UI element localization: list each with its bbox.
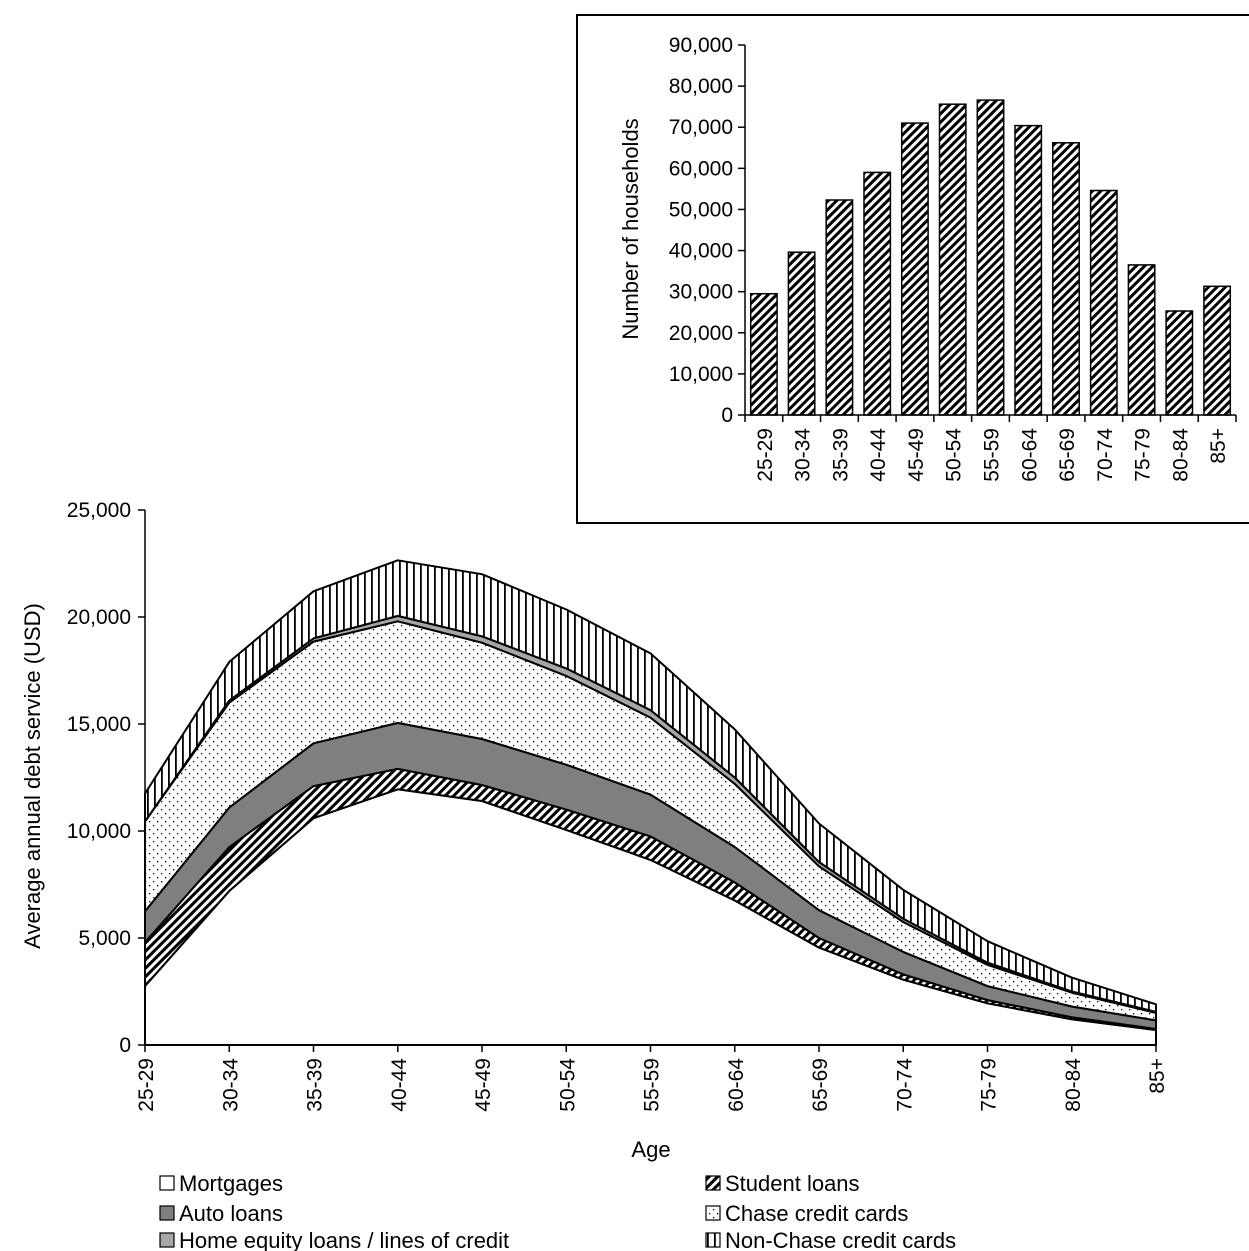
bar-x-tick-label: 45-49	[905, 428, 928, 482]
bar-x-tick-label: 65-69	[1056, 428, 1079, 482]
area-y-tick-label: 15,000	[67, 713, 131, 736]
bar-x-tick-label: 50-54	[943, 428, 966, 482]
bar-x-tick-label: 80-84	[1169, 428, 1192, 482]
legend-item-home-equity-loans-lines-of-credit: Home equity loans / lines of credit	[159, 1228, 509, 1251]
bar-55-59	[976, 99, 1005, 416]
legend-label: Auto loans	[179, 1201, 283, 1226]
legend-item-non-chase-credit-cards: Non-Chase credit cards	[705, 1228, 956, 1251]
bar-y-tick-label: 50,000	[669, 198, 733, 221]
area-x-tick-label: 65-69	[809, 1058, 832, 1112]
area-x-tick-label: 30-34	[219, 1058, 242, 1112]
area-y-tick-label: 10,000	[67, 820, 131, 843]
area-x-tick-label: 85+	[1146, 1058, 1169, 1094]
area-x-tick-label: 50-54	[556, 1058, 579, 1112]
area-x-tick-label: 45-49	[472, 1058, 495, 1112]
legend-item-student-loans: Student loans	[705, 1171, 860, 1196]
area-chart-series	[144, 559, 1157, 1046]
legend-label: Home equity loans / lines of credit	[179, 1228, 509, 1251]
bar-x-tick-label: 30-34	[792, 428, 815, 482]
area-x-tick-label: 80-84	[1062, 1058, 1085, 1112]
legend-label: Student loans	[725, 1171, 860, 1196]
area-x-tick-label: 70-74	[893, 1058, 916, 1112]
bar-50-54	[938, 103, 967, 416]
bar-x-tick-label: 60-64	[1018, 428, 1041, 482]
area-y-tick-label: 0	[119, 1034, 131, 1057]
bar-chart-axes: 25-29 30-34 35-39 40-44 45-49 50-54 55-59 60-64…	[744, 45, 1237, 482]
legend-swatch	[159, 1232, 175, 1248]
legend-item-auto-loans: Auto loans	[159, 1201, 283, 1226]
bar-x-tick-label: 55-59	[981, 428, 1004, 482]
area-x-tick-label: 25-29	[135, 1058, 158, 1112]
bar-45-49	[900, 122, 929, 416]
bar-x-tick-label: 40-44	[867, 428, 890, 482]
area-chart-y-ticks: 0 5,000 10,000 15,000 20,000 25,000	[67, 499, 145, 1057]
bar-40-44	[863, 171, 892, 416]
legend-item-chase-credit-cards: Chase credit cards	[705, 1201, 908, 1226]
bar-y-tick-label: 40,000	[669, 240, 733, 263]
bar-x-tick-label: 85+	[1207, 428, 1230, 464]
area-chart-y-axis-title: Average annual debt service (USD)	[20, 603, 45, 949]
area-chart-x-axis-title: Age	[631, 1137, 670, 1162]
bar-30-34	[787, 251, 816, 416]
legend-item-mortgages: Mortgages	[159, 1171, 283, 1196]
area-y-tick-label: 5,000	[78, 927, 131, 950]
legend-swatch	[705, 1205, 721, 1221]
legend-label: Mortgages	[179, 1171, 283, 1196]
bar-25-29	[749, 292, 778, 416]
bar-70-74	[1089, 189, 1118, 416]
bar-80-84	[1165, 310, 1194, 416]
area-y-tick-label: 20,000	[67, 606, 131, 629]
bar-y-tick-label: 10,000	[669, 363, 733, 386]
area-x-tick-label: 55-59	[641, 1058, 664, 1112]
bar-35-39	[825, 199, 854, 416]
debt-service-area-chart: 0 5,000 10,000 15,000 20,000 25,000 25-29 30-3…	[20, 499, 1169, 1162]
bar-65-69	[1052, 142, 1080, 416]
bar-85+	[1203, 285, 1232, 416]
bar-chart-y-ticks: 0 10,000 20,000 30,000 40,000 50,000 60,000 70,…	[669, 34, 745, 427]
bar-y-tick-label: 70,000	[669, 116, 733, 139]
legend-swatch	[159, 1205, 175, 1221]
legend-swatch	[159, 1175, 175, 1191]
area-x-tick-label: 35-39	[304, 1058, 327, 1112]
bar-y-tick-label: 90,000	[669, 34, 733, 57]
bar-60-64	[1014, 124, 1043, 416]
bar-chart-y-axis-title: Number of households	[618, 118, 643, 339]
bar-75-79	[1127, 264, 1156, 416]
bar-y-tick-label: 0	[721, 404, 733, 427]
legend-swatch	[705, 1232, 721, 1248]
bar-x-tick-label: 75-79	[1132, 428, 1155, 482]
bar-x-tick-label: 70-74	[1094, 428, 1117, 482]
bar-y-tick-label: 60,000	[669, 157, 733, 180]
legend-swatch	[705, 1175, 721, 1191]
bar-y-tick-label: 20,000	[669, 322, 733, 345]
area-chart-axes: 25-29 30-34 35-39 40-44 45-49 50-54 55-59 60-64…	[135, 510, 1169, 1112]
bar-x-tick-label: 35-39	[829, 428, 852, 482]
legend-label: Non-Chase credit cards	[725, 1228, 956, 1251]
area-x-tick-label: 75-79	[978, 1058, 1001, 1112]
bar-y-tick-label: 30,000	[669, 281, 733, 304]
area-x-tick-label: 40-44	[388, 1058, 411, 1112]
legend: Mortgages Student loans Auto loans Chase cr…	[159, 1171, 956, 1251]
bar-x-tick-label: 25-29	[754, 428, 777, 482]
area-x-tick-label: 60-64	[725, 1058, 748, 1112]
households-bar-chart-inset: 0 10,000 20,000 30,000 40,000 50,000 60,000 70,…	[576, 14, 1249, 524]
bar-y-tick-label: 80,000	[669, 75, 733, 98]
area-y-tick-label: 25,000	[67, 499, 131, 522]
legend-label: Chase credit cards	[725, 1201, 908, 1226]
area-series-non-chase-credit-cards	[144, 559, 1157, 1013]
